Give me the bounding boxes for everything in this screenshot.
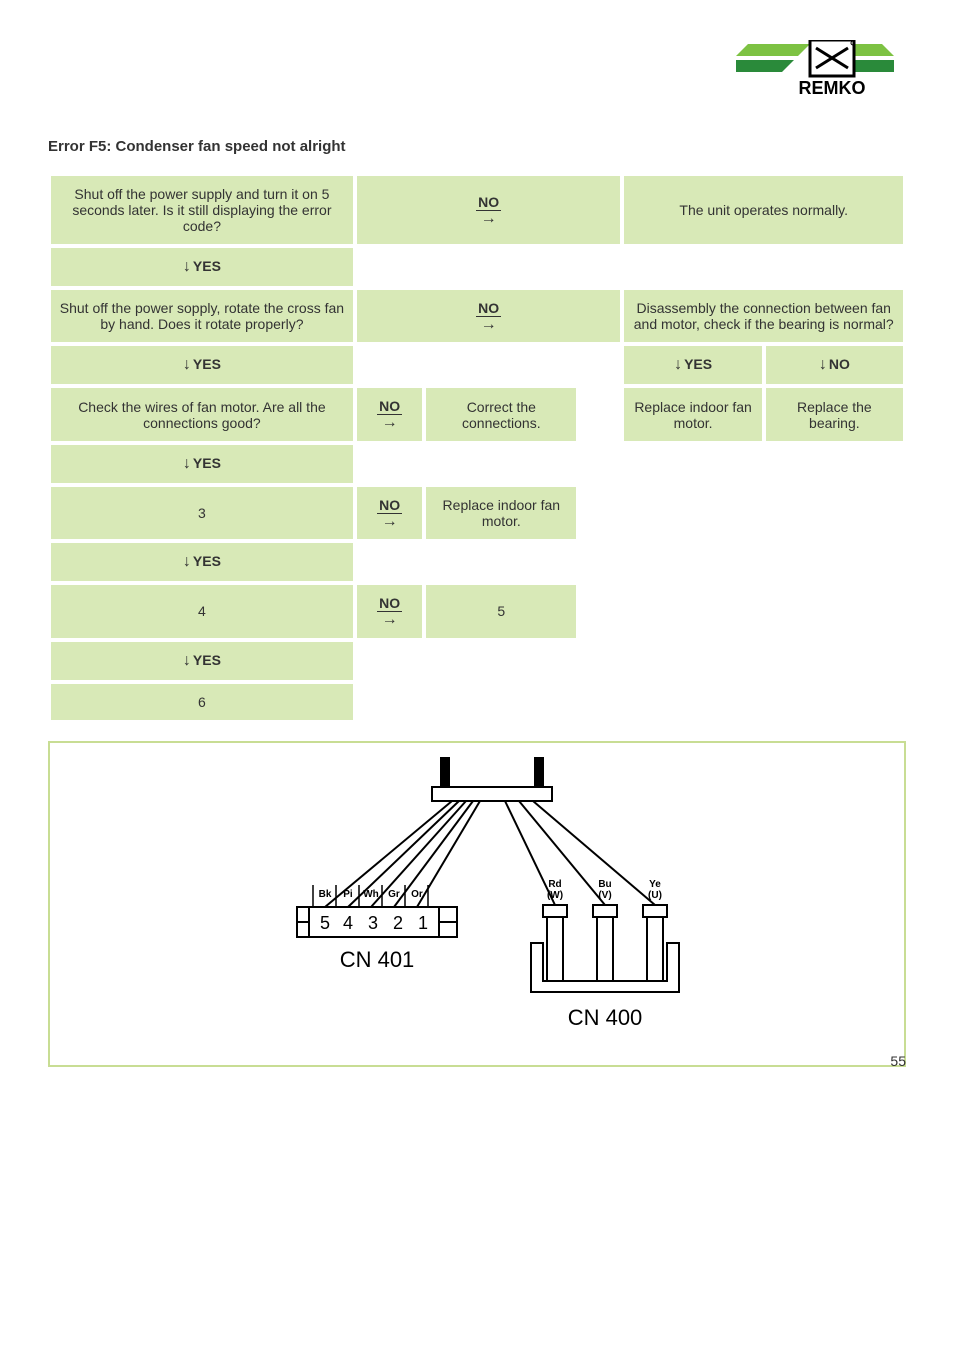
step4-yes-arrow: YES [50, 542, 354, 582]
step2-sub-yes-arrow: YES [623, 345, 762, 385]
step2-sub-yes-result: Replace indoor fan motor. [623, 387, 762, 441]
troubleshooting-flow-table: Shut off the power supply and turn it on… [48, 173, 906, 723]
svg-text:CN 401: CN 401 [340, 947, 415, 972]
step5-yes-arrow: YES [50, 641, 354, 681]
step2-result-question: Disassembly the connection between fan a… [623, 289, 904, 343]
step3-question: Check the wires of fan motor. Are all th… [50, 387, 354, 441]
step6-result: 6 [50, 683, 354, 721]
step2-no-arrow: NO→ [356, 289, 622, 343]
svg-text:Bk: Bk [319, 889, 332, 900]
page-number: 55 [890, 1053, 906, 1069]
step1-no-arrow: NO→ [356, 175, 622, 245]
step5-question: 4 [50, 584, 354, 638]
step4-question: 3 [50, 486, 354, 540]
svg-text:Bu: Bu [598, 879, 611, 890]
svg-text:1: 1 [418, 913, 428, 933]
step3-yes-arrow: YES [50, 444, 354, 484]
step4-no-arrow: NO→ [356, 486, 424, 540]
step2-sub-no-arrow: NO [765, 345, 904, 385]
step2-sub-no-result: Replace the bearing. [765, 387, 904, 441]
step2-yes-arrow: YES [50, 345, 354, 385]
svg-text:4: 4 [343, 913, 353, 933]
step2-question: Shut off the power sopply, rotate the cr… [50, 289, 354, 343]
step3-no-arrow: NO→ [356, 387, 424, 441]
svg-text:3: 3 [368, 913, 378, 933]
svg-text:(U): (U) [648, 890, 662, 901]
svg-text:CN 400: CN 400 [568, 1005, 643, 1030]
step3-mid-result: Correct the connections. [425, 387, 577, 441]
brand-logo: REMKO [48, 40, 906, 98]
step5-mid-result: 5 [425, 584, 577, 638]
connector-diagram: Bk Pi Wh Gr Or [48, 741, 906, 1067]
svg-text:Rd: Rd [548, 879, 561, 890]
svg-text:5: 5 [320, 913, 330, 933]
step1-yes-arrow: YES [50, 247, 354, 287]
svg-text:Or: Or [411, 889, 423, 900]
step4-mid-result: Replace indoor fan motor. [425, 486, 577, 540]
svg-text:Wh: Wh [363, 889, 379, 900]
svg-text:Pi: Pi [343, 889, 353, 900]
step5-no-arrow: NO→ [356, 584, 424, 638]
svg-text:2: 2 [393, 913, 403, 933]
step1-result: The unit operates normally. [623, 175, 904, 245]
error-heading: Error F5: Condenser fan speed not alrigh… [48, 138, 906, 155]
svg-text:(W): (W) [547, 890, 563, 901]
step1-question: Shut off the power supply and turn it on… [50, 175, 354, 245]
svg-text:Ye: Ye [649, 879, 661, 890]
svg-text:REMKO: REMKO [799, 78, 866, 98]
svg-text:Gr: Gr [388, 889, 400, 900]
svg-text:(V): (V) [598, 890, 611, 901]
